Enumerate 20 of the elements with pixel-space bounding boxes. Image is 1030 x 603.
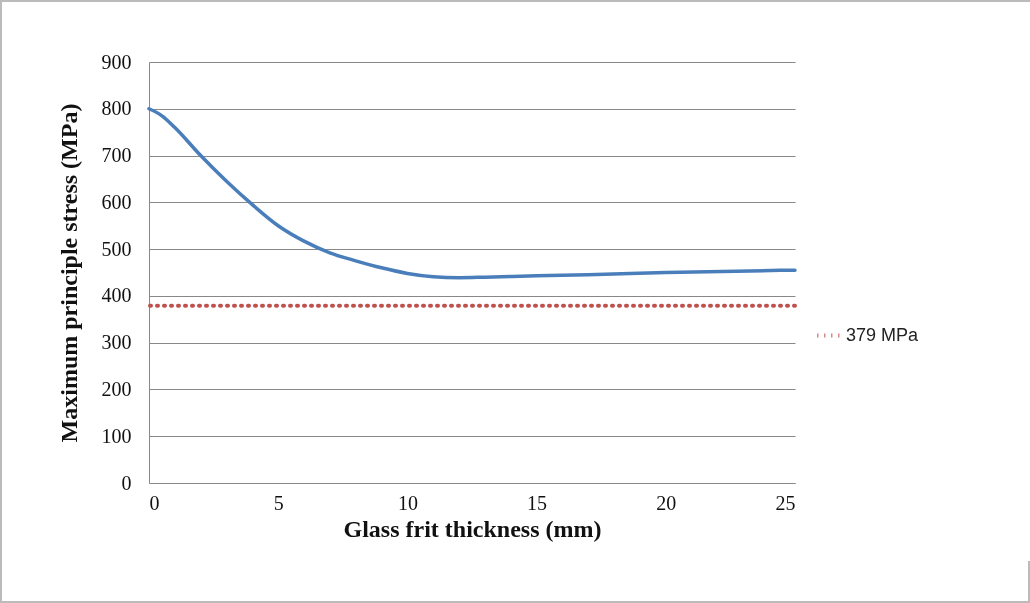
y-tick-label: 500: [101, 237, 132, 260]
x-tick-label: 25: [775, 491, 796, 514]
y-tick-label: 800: [101, 97, 132, 120]
line-series: [147, 107, 797, 280]
legend-label: 379 MPa: [846, 324, 920, 345]
y-tick-label: 700: [101, 144, 132, 167]
y-tick-label: 0: [121, 471, 132, 494]
y-tick-label: 400: [101, 284, 132, 307]
x-tick-label: 10: [397, 491, 418, 514]
y-tick-label: 200: [101, 377, 132, 400]
y-tick-label: 300: [101, 331, 132, 354]
y-tick-label: 100: [101, 424, 132, 447]
x-axis-title: Glass frit thickness (mm): [343, 515, 602, 542]
x-tick-label: 15: [527, 491, 548, 514]
x-tick-label: 5: [273, 491, 284, 514]
y-axis-title: Maximum principle stress (MPa): [55, 103, 82, 443]
y-tick-label: 900: [101, 50, 132, 73]
y-tick-label: 600: [101, 190, 132, 213]
x-tick-label: 0: [149, 491, 160, 514]
x-tick-label: 20: [656, 491, 677, 514]
